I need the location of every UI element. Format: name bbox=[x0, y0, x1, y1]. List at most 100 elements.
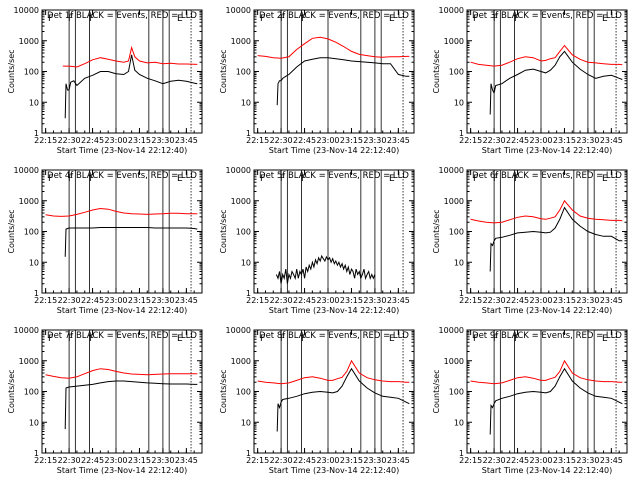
interval-flag-label: F bbox=[493, 174, 498, 184]
x-tick-label: 22:30 bbox=[270, 456, 293, 465]
interval-flag-label: F bbox=[493, 14, 498, 24]
x-tick-label: 23:00 bbox=[316, 296, 339, 305]
y-tick-label: 10 bbox=[454, 258, 464, 267]
x-tick-label: 22:30 bbox=[58, 456, 81, 465]
events-series-line bbox=[64, 380, 198, 430]
x-tick-label: 23:45 bbox=[600, 296, 623, 305]
y-axis-label: Counts/sec bbox=[432, 369, 441, 413]
y-tick-label: 1000 bbox=[231, 357, 251, 366]
x-tick-label: 23:15 bbox=[128, 136, 151, 145]
x-tick-label: 23:45 bbox=[600, 456, 623, 465]
interval-flag-label: E bbox=[177, 334, 183, 344]
interval-flag-label: E bbox=[602, 174, 608, 184]
x-axis-label: Start Time (23-Nov-14 22:12:40) bbox=[482, 146, 612, 155]
y-tick-label: 100 bbox=[449, 68, 464, 77]
y-axis-label: Counts/sec bbox=[219, 209, 228, 253]
lld-series-line bbox=[257, 359, 410, 385]
interval-flag-label: E bbox=[177, 174, 183, 184]
x-tick-label: 23:45 bbox=[600, 136, 623, 145]
x-tick-label: 22:30 bbox=[58, 296, 81, 305]
interval-flag-label: F bbox=[301, 174, 306, 184]
interval-flag-label: F bbox=[514, 14, 519, 24]
interval-flag-label: F bbox=[260, 174, 265, 184]
interval-flag-label: E bbox=[602, 14, 608, 24]
x-axis-label: Start Time (23-Nov-14 22:12:40) bbox=[482, 466, 612, 475]
x-axis-label: Start Time (23-Nov-14 22:12:40) bbox=[269, 306, 399, 315]
events-series-line bbox=[64, 54, 198, 119]
y-tick-label: 100 bbox=[236, 388, 251, 397]
lld-series-line bbox=[257, 36, 410, 59]
interval-flag-label: F bbox=[301, 334, 306, 344]
x-tick-label: 23:30 bbox=[576, 296, 599, 305]
panel-title: Det 9f BLACK = Events, RED = LLD bbox=[472, 331, 622, 341]
y-tick-label: 10000 bbox=[226, 166, 251, 175]
x-tick-label: 23:15 bbox=[340, 456, 363, 465]
interval-flag-label: F bbox=[280, 334, 285, 344]
plot-frame bbox=[466, 9, 628, 134]
y-tick-label: 100 bbox=[449, 228, 464, 237]
events-series-line bbox=[276, 367, 410, 432]
interval-flag-label: E bbox=[602, 334, 608, 344]
x-tick-label: 22:45 bbox=[293, 456, 316, 465]
panel-det-4: Det 4f BLACK = Events, RED = LLD 1 10 100 10… bbox=[7, 166, 203, 315]
x-tick-label: 22:45 bbox=[81, 456, 104, 465]
events-series-line bbox=[276, 57, 410, 106]
y-tick-label: 10 bbox=[454, 98, 464, 107]
interval-flag-label: F bbox=[473, 174, 478, 184]
x-tick-label: 22:30 bbox=[58, 136, 81, 145]
x-tick-label: 22:30 bbox=[270, 296, 293, 305]
interval-flag-label: F bbox=[68, 14, 73, 24]
y-tick-label: 1000 bbox=[231, 197, 251, 206]
x-tick-label: 22:45 bbox=[81, 136, 104, 145]
x-axis-label: Start Time (23-Nov-14 22:12:40) bbox=[57, 146, 187, 155]
x-tick-label: 23:30 bbox=[151, 136, 174, 145]
panel-det-8: Det 8f BLACK = Events, RED = LLD 1 10 100 10… bbox=[219, 326, 415, 475]
y-tick-label: 1 bbox=[459, 289, 464, 298]
panel-title: Det 1f BLACK = Events, RED = LLD bbox=[47, 11, 197, 21]
y-tick-label: 1000 bbox=[444, 197, 464, 206]
x-tick-label: 23:00 bbox=[529, 296, 552, 305]
y-tick-label: 1000 bbox=[231, 37, 251, 46]
y-axis-label: Counts/sec bbox=[432, 49, 441, 93]
y-axis-label: Counts/sec bbox=[7, 369, 16, 413]
y-axis-label: Counts/sec bbox=[7, 209, 16, 253]
panel-det-2: Det 2f BLACK = Events, RED = LLD 1 10 100 10… bbox=[219, 6, 415, 155]
x-tick-label: 23:00 bbox=[104, 136, 127, 145]
interval-flag-label: E bbox=[177, 14, 183, 24]
y-tick-label: 1 bbox=[459, 129, 464, 138]
y-axis-label: Counts/sec bbox=[219, 49, 228, 93]
interval-flag-label: F bbox=[260, 334, 265, 344]
x-tick-label: 22:45 bbox=[506, 296, 529, 305]
x-tick-label: 23:00 bbox=[104, 296, 127, 305]
x-tick-label: 22:15 bbox=[459, 456, 482, 465]
y-tick-label: 1 bbox=[246, 289, 251, 298]
interval-flag-label: F bbox=[493, 334, 498, 344]
y-tick-label: 100 bbox=[24, 68, 39, 77]
x-tick-label: 23:15 bbox=[553, 136, 576, 145]
x-tick-label: 23:45 bbox=[387, 296, 410, 305]
interval-flag-label: F bbox=[68, 174, 73, 184]
y-tick-label: 10 bbox=[29, 418, 39, 427]
events-series-line bbox=[275, 254, 376, 284]
interval-flag-label: F bbox=[301, 14, 306, 24]
panel-det-5: Det 5f BLACK = Events, RED = LLD 1 10 100 10… bbox=[219, 166, 415, 315]
x-tick-label: 23:45 bbox=[387, 456, 410, 465]
x-tick-label: 22:45 bbox=[81, 296, 104, 305]
x-tick-label: 23:00 bbox=[316, 136, 339, 145]
x-tick-label: 22:15 bbox=[246, 296, 269, 305]
x-axis-label: Start Time (23-Nov-14 22:12:40) bbox=[57, 306, 187, 315]
panel-title: Det 8f BLACK = Events, RED = LLD bbox=[259, 331, 409, 341]
x-tick-label: 22:45 bbox=[506, 136, 529, 145]
y-tick-label: 10000 bbox=[226, 6, 251, 15]
interval-flag-label: F bbox=[473, 334, 478, 344]
y-tick-label: 10 bbox=[29, 258, 39, 267]
x-tick-label: 22:30 bbox=[483, 296, 506, 305]
y-tick-label: 1 bbox=[246, 129, 251, 138]
interval-flag-label: F bbox=[48, 174, 53, 184]
x-tick-label: 23:15 bbox=[128, 296, 151, 305]
panel-det-3: Det 3f BLACK = Events, RED = LLD 1 10 100 10… bbox=[432, 6, 628, 155]
y-tick-label: 1000 bbox=[19, 357, 39, 366]
panel-det-6: Det 6f BLACK = Events, RED = LLD 1 10 100 10… bbox=[432, 166, 628, 315]
x-axis-label: Start Time (23-Nov-14 22:12:40) bbox=[482, 306, 612, 315]
y-tick-label: 1 bbox=[246, 449, 251, 458]
